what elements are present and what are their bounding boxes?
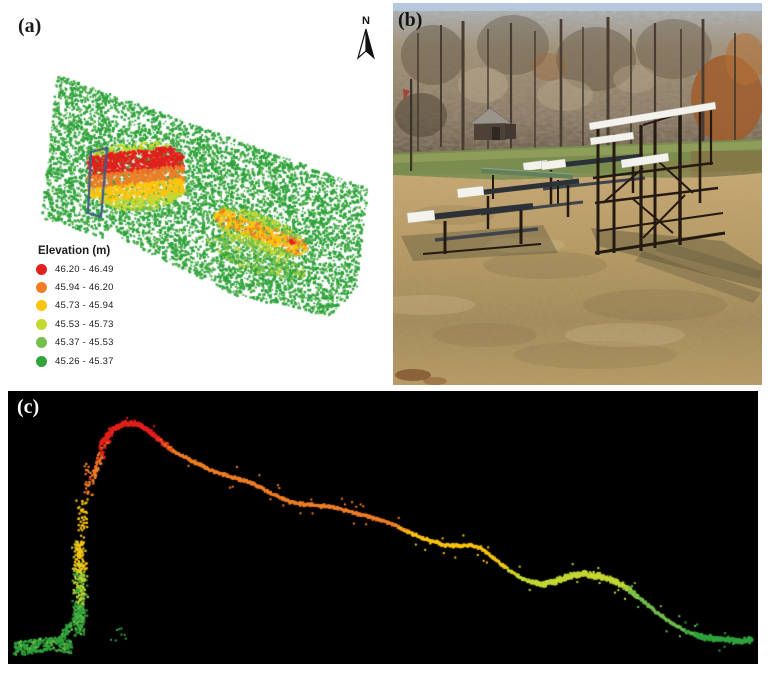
low-plank bbox=[620, 152, 670, 169]
tree-trunks bbox=[417, 17, 736, 157]
legend-label: 45.37 - 45.53 bbox=[55, 337, 114, 349]
side-cap bbox=[540, 158, 567, 171]
legend-title: Elevation (m) bbox=[38, 245, 111, 257]
bleacher-shadows bbox=[401, 225, 762, 303]
legend-label: 45.73 - 45.94 bbox=[55, 300, 114, 312]
bleachers-photo bbox=[393, 3, 762, 385]
bleacher-stand bbox=[540, 101, 726, 255]
legend-label: 45.53 - 45.73 bbox=[55, 318, 114, 330]
panel-c-label: (c) bbox=[17, 396, 40, 418]
legend-swatch-lightgreen bbox=[36, 337, 47, 349]
panel-a-elevation-map: (a) N Elevation (m) 46.20 - 46.49 45.94 … bbox=[8, 10, 390, 385]
legend-row: 45.94 - 46.20 bbox=[36, 278, 156, 296]
dry-field bbox=[393, 171, 762, 385]
legend-swatch-red bbox=[36, 263, 47, 275]
legend-swatch-yellow bbox=[36, 300, 47, 312]
panel-b-label: (b) bbox=[398, 9, 423, 31]
tree-band bbox=[393, 11, 762, 163]
north-arrow: N bbox=[354, 15, 378, 61]
legend-swatch-yellowgreen bbox=[36, 318, 47, 330]
legend-label: 45.26 - 45.37 bbox=[55, 355, 114, 367]
cabin-door bbox=[492, 127, 500, 140]
legend-row: 45.53 - 45.73 bbox=[36, 315, 156, 333]
panel-b-photo: (b) bbox=[393, 3, 762, 385]
legend-row: 45.73 - 45.94 bbox=[36, 297, 156, 315]
legend-label: 45.94 - 46.20 bbox=[55, 282, 114, 294]
legend-swatch-orange bbox=[36, 282, 47, 294]
bench-white-cap bbox=[406, 209, 436, 224]
top-plank bbox=[588, 101, 717, 131]
bench-white-cap bbox=[456, 185, 485, 199]
mid-plank bbox=[589, 131, 635, 146]
flagpole bbox=[403, 79, 413, 171]
panel-c-cross-section: (c) bbox=[8, 391, 758, 664]
map-legend: Elevation (m) 46.20 - 46.49 45.94 - 46.2… bbox=[36, 245, 156, 370]
legend-row: 45.37 - 45.53 bbox=[36, 334, 156, 352]
flag bbox=[403, 89, 410, 100]
legend-row: 46.20 - 46.49 bbox=[36, 260, 156, 278]
legend-label: 46.20 - 46.49 bbox=[55, 263, 114, 275]
legend-swatch-green bbox=[36, 355, 47, 367]
profile-canvas bbox=[8, 391, 758, 664]
north-arrow-icon bbox=[356, 28, 375, 60]
legend-row: 45.26 - 45.37 bbox=[36, 352, 156, 370]
cabin bbox=[469, 107, 516, 140]
north-label: N bbox=[362, 15, 370, 27]
panel-a-label: (a) bbox=[18, 15, 42, 37]
point-cloud-map-canvas bbox=[8, 10, 390, 385]
